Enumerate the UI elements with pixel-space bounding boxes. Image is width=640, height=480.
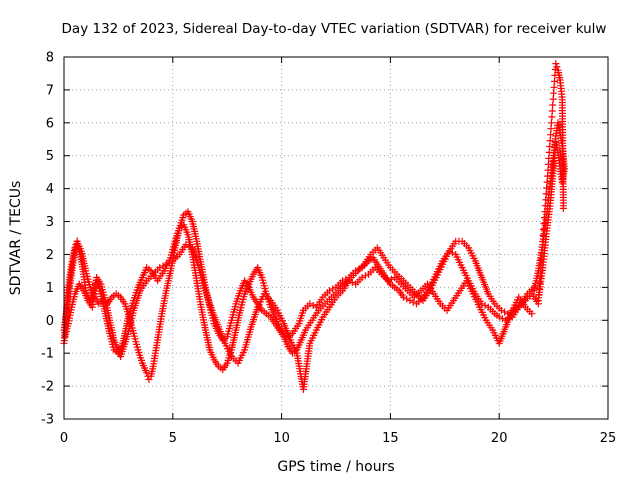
data-point: [143, 369, 151, 377]
data-point: [538, 243, 546, 251]
data-point: [159, 262, 167, 270]
data-point: [499, 315, 506, 323]
y-axis-label: SDTVAR / TECUs: [8, 181, 24, 296]
data-point: [544, 166, 552, 174]
data-point: [541, 214, 548, 222]
data-marks: [60, 60, 568, 393]
x-tick-label: 10: [273, 431, 290, 446]
y-tick-label: 8: [46, 51, 54, 66]
data-point: [156, 264, 164, 272]
data-point: [329, 285, 337, 293]
data-point: [185, 242, 193, 250]
data-point: [448, 249, 456, 257]
data-point: [550, 89, 558, 97]
x-tick-label: 5: [169, 431, 177, 446]
data-point: [547, 119, 555, 127]
data-point: [553, 63, 561, 71]
data-point: [345, 277, 353, 285]
data-point: [542, 190, 550, 198]
data-point: [552, 60, 560, 68]
data-point: [384, 277, 392, 285]
y-tick-label: 7: [46, 83, 54, 98]
data-point: [545, 148, 553, 156]
data-point: [559, 204, 567, 212]
data-point: [541, 202, 549, 210]
data-point: [501, 308, 509, 316]
plot-frame: [63, 56, 609, 420]
data-point: [546, 143, 554, 150]
data-point: [547, 131, 555, 139]
data-point: [481, 302, 489, 309]
data-point: [495, 313, 503, 321]
y-tick-label: 0: [46, 314, 54, 329]
y-tick-label: -2: [41, 380, 54, 395]
data-point: [546, 137, 554, 145]
y-tick-label: -3: [41, 413, 54, 428]
y-tick-label: 2: [46, 248, 54, 263]
data-point: [544, 160, 552, 168]
data-point: [166, 259, 173, 267]
y-tick-label: 3: [46, 215, 54, 230]
data-point: [406, 297, 414, 304]
data-point: [544, 172, 551, 180]
data-point: [361, 272, 369, 280]
data-point: [549, 101, 557, 109]
grid: [64, 57, 608, 419]
x-axis-label: GPS time / hours: [277, 459, 394, 475]
data-point: [551, 77, 558, 85]
y-tick-label: 1: [46, 281, 54, 296]
data-point: [545, 154, 553, 162]
x-tick-label: 15: [382, 431, 399, 446]
data-point: [540, 220, 548, 227]
data-point: [547, 125, 555, 133]
data-point: [400, 293, 407, 301]
data-point: [358, 274, 366, 281]
data-point: [550, 83, 558, 91]
data-point: [539, 231, 547, 239]
data-point: [306, 300, 314, 308]
y-tick-label: -1: [41, 347, 54, 362]
data-point: [326, 287, 333, 295]
data-point: [497, 306, 505, 314]
data-point: [548, 107, 556, 115]
y-tick-label: 4: [46, 182, 54, 197]
data-point: [539, 237, 547, 245]
y-tick-label: 5: [46, 149, 54, 164]
data-point: [534, 297, 542, 304]
data-point: [162, 260, 170, 268]
data-point: [403, 295, 411, 303]
x-tick-label: 0: [60, 431, 68, 446]
data-point: [309, 302, 317, 309]
data-point: [541, 208, 549, 216]
data-point: [536, 273, 544, 281]
data-point: [537, 255, 545, 263]
y-tick-label: 6: [46, 116, 54, 131]
data-point: [540, 225, 548, 233]
x-tick-label: 25: [600, 431, 617, 446]
x-tick-label: 20: [491, 431, 508, 446]
data-point: [549, 95, 557, 103]
y-axis-ticks: -3 -2 -1 0 1 2 3 4 5 6 7 8: [41, 51, 608, 428]
data-point: [535, 291, 543, 299]
data-point: [542, 196, 550, 204]
data-point: [543, 184, 551, 192]
chart-title: Day 132 of 2023, Sidereal Day-to-day VTE…: [62, 21, 607, 37]
data-point: [182, 241, 190, 249]
data-point: [548, 113, 556, 121]
data-point: [538, 249, 546, 257]
data-point: [537, 267, 544, 275]
data-point: [535, 285, 543, 293]
data-point: [537, 261, 545, 269]
x-axis-ticks: 0 5 10 15 20 25: [60, 57, 616, 446]
data-point: [536, 279, 544, 287]
data-point: [528, 310, 536, 318]
data-point: [543, 178, 551, 186]
